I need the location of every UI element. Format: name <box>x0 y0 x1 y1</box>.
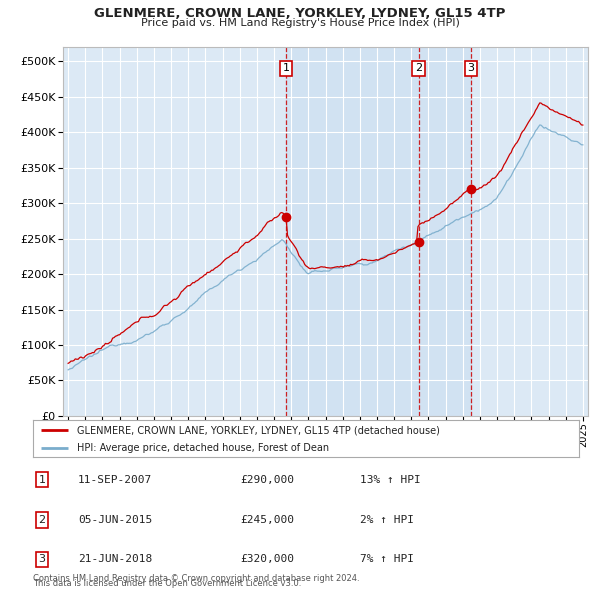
Text: 13% ↑ HPI: 13% ↑ HPI <box>360 475 421 484</box>
Text: 1: 1 <box>38 475 46 484</box>
Text: £320,000: £320,000 <box>240 555 294 564</box>
Text: 1: 1 <box>283 64 289 74</box>
Text: £245,000: £245,000 <box>240 515 294 525</box>
Text: 3: 3 <box>467 64 475 74</box>
Text: 2% ↑ HPI: 2% ↑ HPI <box>360 515 414 525</box>
Text: 2: 2 <box>415 64 422 74</box>
Text: Price paid vs. HM Land Registry's House Price Index (HPI): Price paid vs. HM Land Registry's House … <box>140 18 460 28</box>
Text: 05-JUN-2015: 05-JUN-2015 <box>78 515 152 525</box>
Text: £290,000: £290,000 <box>240 475 294 484</box>
Bar <box>286 47 471 416</box>
Text: 21-JUN-2018: 21-JUN-2018 <box>78 555 152 564</box>
Text: 11-SEP-2007: 11-SEP-2007 <box>78 475 152 484</box>
Text: 7% ↑ HPI: 7% ↑ HPI <box>360 555 414 564</box>
Text: 2: 2 <box>38 515 46 525</box>
Text: Contains HM Land Registry data © Crown copyright and database right 2024.: Contains HM Land Registry data © Crown c… <box>33 574 359 583</box>
Text: GLENMERE, CROWN LANE, YORKLEY, LYDNEY, GL15 4TP: GLENMERE, CROWN LANE, YORKLEY, LYDNEY, G… <box>94 7 506 20</box>
Text: HPI: Average price, detached house, Forest of Dean: HPI: Average price, detached house, Fore… <box>77 443 329 453</box>
Text: GLENMERE, CROWN LANE, YORKLEY, LYDNEY, GL15 4TP (detached house): GLENMERE, CROWN LANE, YORKLEY, LYDNEY, G… <box>77 425 440 435</box>
Text: This data is licensed under the Open Government Licence v3.0.: This data is licensed under the Open Gov… <box>33 579 301 588</box>
Text: 3: 3 <box>38 555 46 564</box>
